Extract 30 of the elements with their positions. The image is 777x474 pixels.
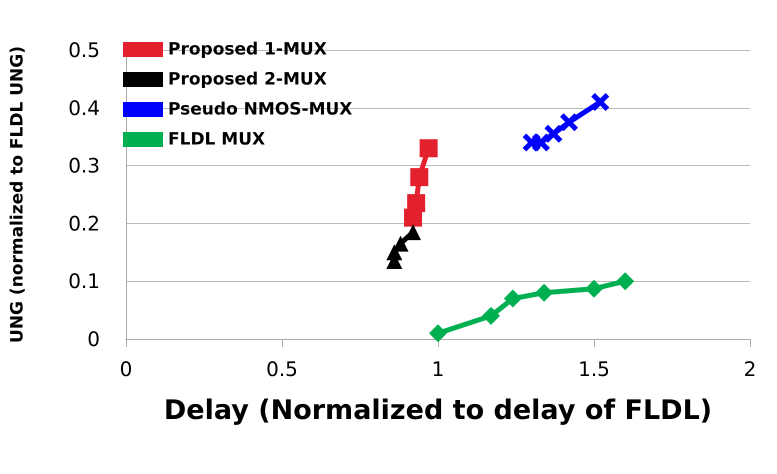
- x-tick-label: 1: [432, 357, 444, 381]
- y-tick-label: 0.1: [68, 269, 100, 294]
- point: [482, 306, 500, 325]
- point: [544, 124, 562, 143]
- point: [429, 324, 447, 342]
- y-tick-label: 0: [87, 327, 100, 351]
- y-tick-label: 0.2: [68, 211, 100, 236]
- point: [407, 194, 426, 212]
- point: [591, 93, 610, 112]
- point: [532, 133, 550, 152]
- point: [420, 139, 438, 158]
- x-tick-label: 0: [120, 357, 132, 381]
- point: [535, 284, 554, 302]
- legend-label: Pseudo NMOS-MUX: [168, 100, 352, 120]
- point: [585, 280, 603, 298]
- y-tick-label: 0.4: [68, 96, 100, 120]
- legend-label: Proposed 2-MUX: [168, 70, 327, 90]
- y-tick-label: 0.5: [68, 38, 100, 62]
- x-tick-label: 1.5: [578, 357, 610, 381]
- y-tick-label: 0.3: [68, 154, 100, 178]
- legend-label: Proposed 1-MUX: [168, 40, 327, 60]
- point: [616, 272, 634, 290]
- x-tick-label: 2: [744, 357, 756, 381]
- point: [560, 113, 578, 132]
- y-axis-title: UNG (normalized to FLDL UNG): [8, 46, 28, 343]
- point: [410, 168, 428, 186]
- x-tick-label: 0.5: [266, 357, 298, 381]
- x-axis-title: Delay (Normalized to delay of FLDL): [164, 395, 712, 426]
- legend-label: FLDL MUX: [168, 130, 266, 150]
- point: [504, 290, 522, 308]
